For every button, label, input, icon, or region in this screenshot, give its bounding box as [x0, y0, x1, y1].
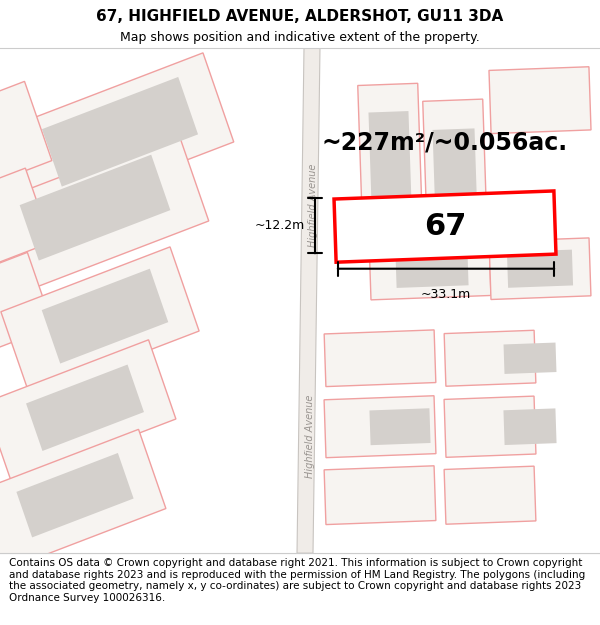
Polygon shape — [26, 364, 144, 451]
Polygon shape — [368, 111, 412, 205]
Polygon shape — [444, 330, 536, 386]
Polygon shape — [0, 81, 52, 182]
Polygon shape — [423, 99, 487, 238]
Polygon shape — [489, 238, 591, 299]
Text: Contains OS data © Crown copyright and database right 2021. This information is : Contains OS data © Crown copyright and d… — [9, 558, 585, 603]
Text: 67: 67 — [424, 212, 466, 241]
Polygon shape — [1, 247, 199, 396]
Polygon shape — [334, 191, 556, 262]
Polygon shape — [370, 408, 431, 445]
Polygon shape — [42, 77, 198, 187]
Polygon shape — [324, 396, 436, 458]
Polygon shape — [489, 67, 591, 134]
Polygon shape — [0, 253, 53, 348]
Polygon shape — [444, 466, 536, 524]
Polygon shape — [433, 128, 478, 219]
Text: Highfield Avenue: Highfield Avenue — [305, 395, 315, 479]
Text: 67, HIGHFIELD AVENUE, ALDERSHOT, GU11 3DA: 67, HIGHFIELD AVENUE, ALDERSHOT, GU11 3D… — [97, 9, 503, 24]
Polygon shape — [358, 83, 422, 222]
Polygon shape — [369, 238, 491, 300]
Text: ~227m²/~0.056ac.: ~227m²/~0.056ac. — [322, 130, 568, 154]
Polygon shape — [395, 249, 469, 288]
Polygon shape — [0, 53, 234, 221]
Polygon shape — [16, 453, 134, 538]
Polygon shape — [0, 132, 209, 300]
Polygon shape — [0, 168, 51, 264]
Polygon shape — [503, 342, 556, 374]
Polygon shape — [20, 154, 170, 261]
Text: ~33.1m: ~33.1m — [421, 288, 471, 301]
Text: ~12.2m: ~12.2m — [255, 219, 305, 232]
Polygon shape — [324, 466, 436, 524]
Text: Highfield Avenue: Highfield Avenue — [308, 163, 318, 247]
Polygon shape — [444, 396, 536, 458]
Polygon shape — [0, 429, 166, 572]
Polygon shape — [0, 340, 176, 482]
Polygon shape — [42, 269, 168, 364]
Text: Map shows position and indicative extent of the property.: Map shows position and indicative extent… — [120, 31, 480, 44]
Polygon shape — [503, 408, 557, 445]
Polygon shape — [324, 330, 436, 387]
Polygon shape — [507, 249, 573, 288]
Polygon shape — [297, 48, 320, 553]
